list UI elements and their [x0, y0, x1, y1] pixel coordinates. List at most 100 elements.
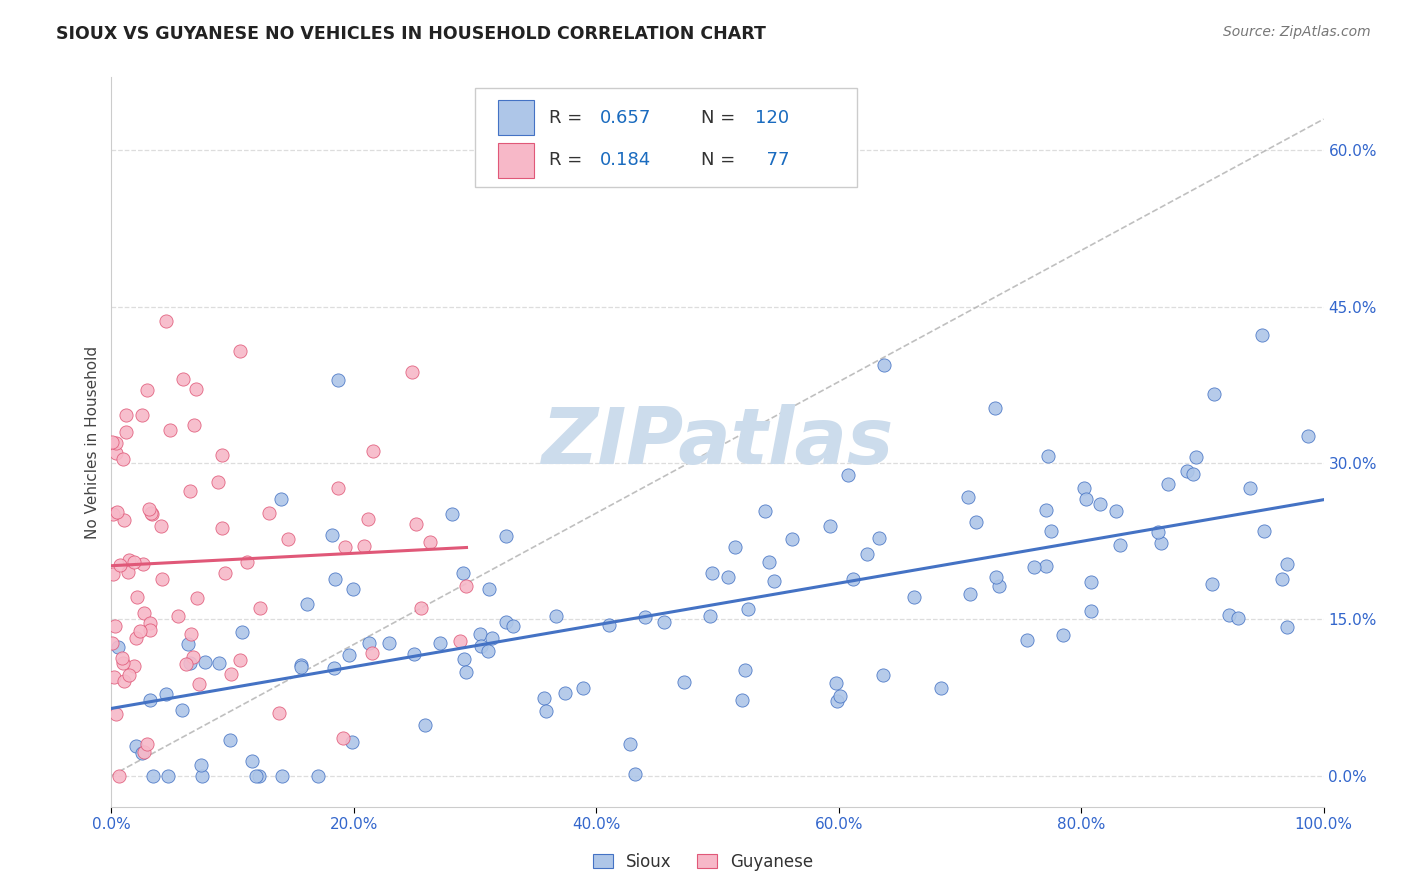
Point	[236, 555, 259, 569]
Text: ZIPatlas: ZIPatlas	[541, 404, 894, 480]
Point	[111, 650, 134, 665]
Point	[174, 657, 197, 671]
Point	[332, 731, 354, 746]
Point	[181, 650, 204, 665]
Point	[295, 598, 318, 612]
Point	[495, 615, 517, 629]
Point	[132, 745, 155, 759]
Point	[245, 769, 267, 783]
Point	[418, 535, 440, 549]
Point	[353, 539, 375, 553]
Point	[207, 475, 229, 489]
Point	[219, 667, 242, 681]
Point	[825, 693, 848, 707]
Point	[429, 636, 451, 650]
Point	[100, 636, 122, 650]
Point	[100, 435, 122, 450]
Text: R =: R =	[548, 152, 588, 169]
Point	[481, 631, 503, 645]
Point	[1239, 481, 1261, 495]
Text: 0.657: 0.657	[600, 109, 651, 127]
Text: 0.184: 0.184	[600, 152, 651, 169]
Point	[1275, 557, 1298, 571]
Point	[183, 418, 205, 433]
Point	[131, 408, 153, 422]
Point	[456, 579, 478, 593]
Point	[307, 769, 329, 783]
Point	[1035, 558, 1057, 573]
Point	[1080, 605, 1102, 619]
Point	[1036, 449, 1059, 463]
Y-axis label: No Vehicles in Household: No Vehicles in Household	[86, 345, 100, 539]
Point	[270, 492, 292, 507]
Point	[1074, 492, 1097, 507]
Point	[180, 627, 202, 641]
Point	[1109, 538, 1132, 552]
Point	[257, 506, 280, 520]
Point	[112, 674, 135, 689]
Point	[177, 638, 200, 652]
Point	[132, 557, 155, 571]
Point	[1017, 632, 1039, 647]
Point	[139, 624, 162, 638]
Point	[763, 574, 786, 588]
Point	[554, 685, 576, 699]
Point	[117, 565, 139, 579]
Point	[470, 626, 492, 640]
Point	[172, 372, 194, 386]
Point	[533, 690, 555, 705]
Point	[112, 513, 135, 527]
Point	[758, 555, 780, 569]
Point	[321, 527, 343, 541]
Point	[326, 373, 349, 387]
Point	[118, 667, 141, 681]
Point	[159, 423, 181, 437]
Point	[277, 532, 299, 546]
Point	[124, 658, 146, 673]
Point	[1271, 573, 1294, 587]
Point	[211, 521, 233, 535]
Point	[856, 547, 879, 561]
Point	[357, 511, 380, 525]
Point	[734, 663, 756, 677]
Point	[1201, 577, 1223, 591]
Point	[208, 656, 231, 670]
Point	[1275, 620, 1298, 634]
Point	[125, 739, 148, 753]
Point	[402, 648, 425, 662]
Point	[828, 690, 851, 704]
Point	[107, 640, 129, 655]
Point	[267, 706, 290, 720]
Point	[929, 681, 952, 695]
Point	[619, 737, 641, 751]
Point	[1150, 536, 1173, 550]
Point	[141, 508, 163, 522]
Point	[101, 567, 124, 582]
Point	[598, 618, 620, 632]
Point	[1105, 504, 1128, 518]
Point	[361, 444, 384, 458]
Point	[477, 644, 499, 658]
Point	[1052, 628, 1074, 642]
Point	[1185, 450, 1208, 465]
Point	[105, 446, 128, 460]
Bar	[498, 143, 534, 178]
Point	[1182, 467, 1205, 482]
Point	[115, 425, 138, 439]
Point	[731, 693, 754, 707]
Point	[184, 383, 207, 397]
Point	[170, 703, 193, 717]
Point	[139, 506, 162, 520]
Point	[449, 634, 471, 648]
Point	[155, 314, 177, 328]
Point	[405, 516, 427, 531]
Point	[780, 532, 803, 546]
Point	[872, 668, 894, 682]
Point	[124, 556, 146, 570]
Point	[131, 746, 153, 760]
Point	[451, 566, 474, 580]
FancyBboxPatch shape	[475, 88, 856, 186]
Point	[138, 692, 160, 706]
Point	[111, 657, 134, 671]
Point	[228, 653, 250, 667]
